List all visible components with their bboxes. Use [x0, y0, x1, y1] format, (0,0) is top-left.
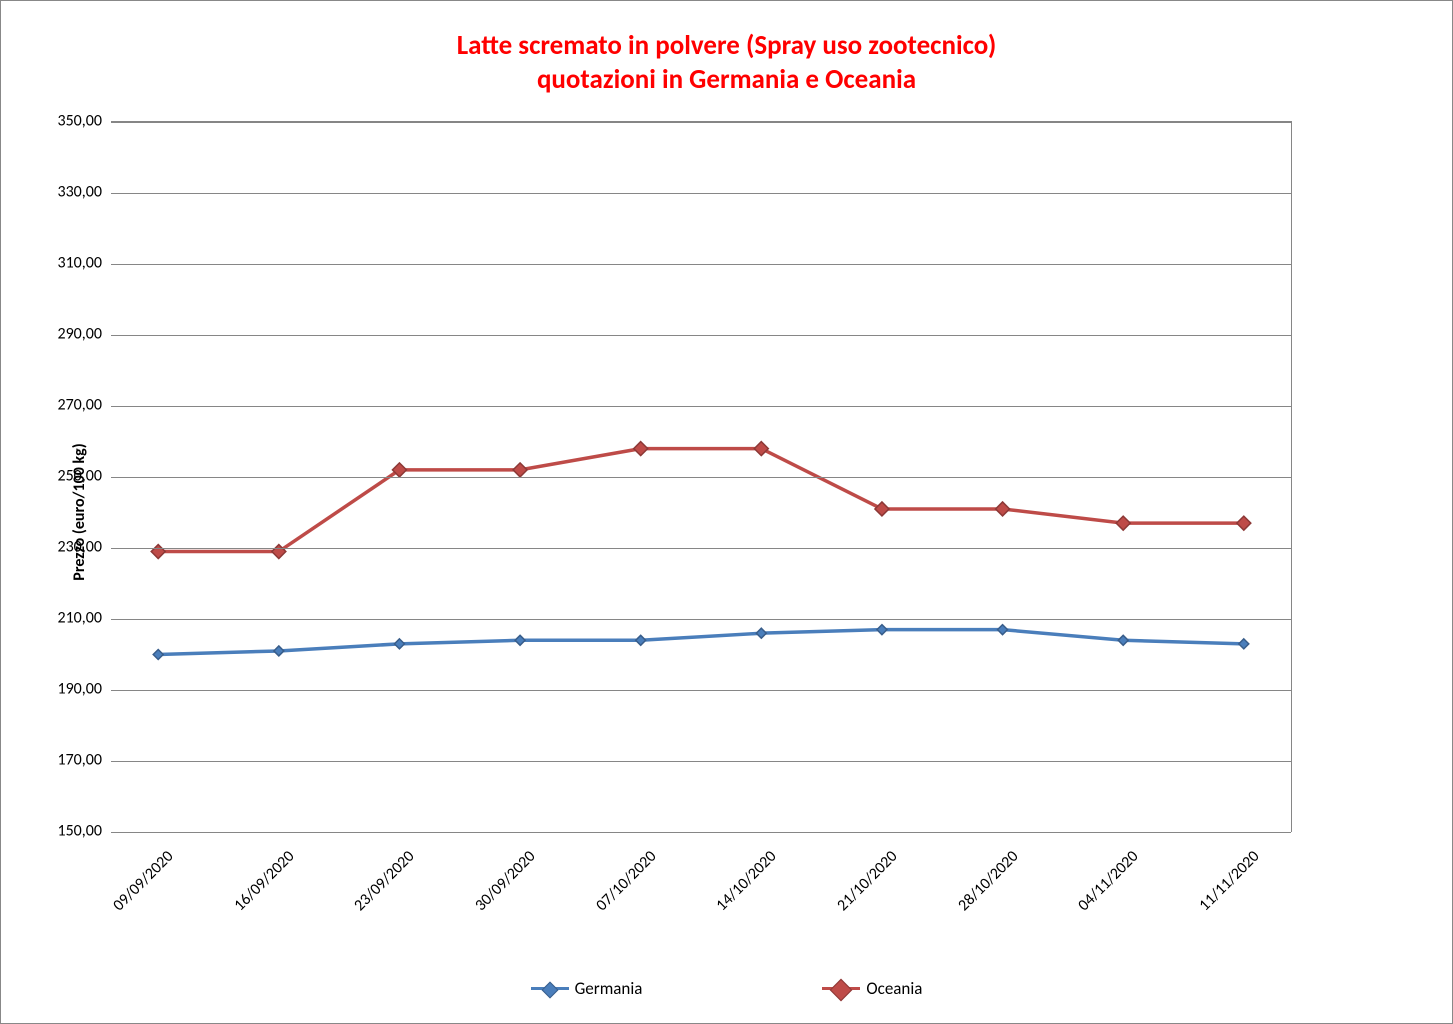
series-marker-germania	[153, 650, 163, 660]
series-marker-oceania	[875, 502, 889, 516]
gridline	[111, 548, 1291, 549]
y-tick-label: 210,00	[42, 609, 102, 628]
x-tick-label: 23/09/2020	[342, 847, 419, 924]
gridline	[111, 761, 1291, 762]
series-marker-oceania	[634, 442, 648, 456]
gridline	[111, 122, 1291, 123]
gridline	[111, 264, 1291, 265]
plot-area	[111, 121, 1292, 832]
gridline	[111, 832, 1291, 833]
y-tick-label: 250,00	[42, 467, 102, 486]
x-tick-label: 07/10/2020	[583, 847, 660, 924]
series-marker-germania	[636, 635, 646, 645]
series-marker-germania	[515, 635, 525, 645]
legend-item-germania: Germania	[531, 978, 643, 999]
legend-label: Germania	[575, 978, 643, 999]
y-tick-label: 350,00	[42, 112, 102, 131]
legend-label: Oceania	[866, 978, 922, 999]
x-tick-label: 28/10/2020	[945, 847, 1022, 924]
series-marker-germania	[1239, 639, 1249, 649]
series-marker-oceania	[513, 463, 527, 477]
series-marker-oceania	[151, 545, 165, 559]
series-marker-oceania	[1237, 516, 1251, 530]
legend-item-oceania: Oceania	[822, 978, 922, 999]
series-line-oceania	[158, 449, 1244, 552]
x-tick-label: 11/11/2020	[1186, 847, 1263, 924]
diamond-icon	[541, 982, 558, 999]
gridline	[111, 690, 1291, 691]
series-marker-oceania	[1116, 516, 1130, 530]
gridline	[111, 477, 1291, 478]
gridline	[111, 193, 1291, 194]
y-tick-label: 270,00	[42, 396, 102, 415]
series-marker-germania	[1118, 635, 1128, 645]
series-marker-germania	[877, 625, 887, 635]
legend-line-icon	[822, 987, 860, 990]
title-line1: Latte scremato in polvere (Spray uso zoo…	[457, 29, 997, 62]
y-tick-label: 290,00	[42, 325, 102, 344]
x-tick-label: 30/09/2020	[462, 847, 539, 924]
y-tick-label: 150,00	[42, 822, 102, 841]
y-tick-label: 170,00	[42, 751, 102, 770]
series-marker-germania	[998, 625, 1008, 635]
y-axis-title: Prezzo (euro/100 kg)	[70, 443, 89, 580]
legend: Germania Oceania	[1, 978, 1452, 999]
gridline	[111, 335, 1291, 336]
diamond-icon	[830, 979, 853, 1002]
x-tick-label: 04/11/2020	[1066, 847, 1143, 924]
title-line2: quotazioni in Germania e Oceania	[537, 63, 916, 96]
chart-container: Latte scremato in polvere (Spray uso zoo…	[0, 0, 1453, 1024]
series-marker-germania	[274, 646, 284, 656]
series-marker-germania	[756, 628, 766, 638]
y-tick-label: 310,00	[42, 254, 102, 273]
gridline	[111, 406, 1291, 407]
x-tick-label: 21/10/2020	[824, 847, 901, 924]
series-marker-oceania	[754, 442, 768, 456]
series-line-germania	[158, 630, 1244, 655]
chart-title: Latte scremato in polvere (Spray uso zoo…	[1, 29, 1452, 97]
y-tick-label: 190,00	[42, 680, 102, 699]
gridline	[111, 619, 1291, 620]
y-tick-label: 330,00	[42, 183, 102, 202]
series-marker-oceania	[996, 502, 1010, 516]
y-tick-label: 230,00	[42, 538, 102, 557]
legend-line-icon	[531, 987, 569, 990]
x-tick-label: 09/09/2020	[101, 847, 178, 924]
x-tick-label: 16/09/2020	[221, 847, 298, 924]
series-marker-germania	[394, 639, 404, 649]
x-tick-label: 14/10/2020	[704, 847, 781, 924]
